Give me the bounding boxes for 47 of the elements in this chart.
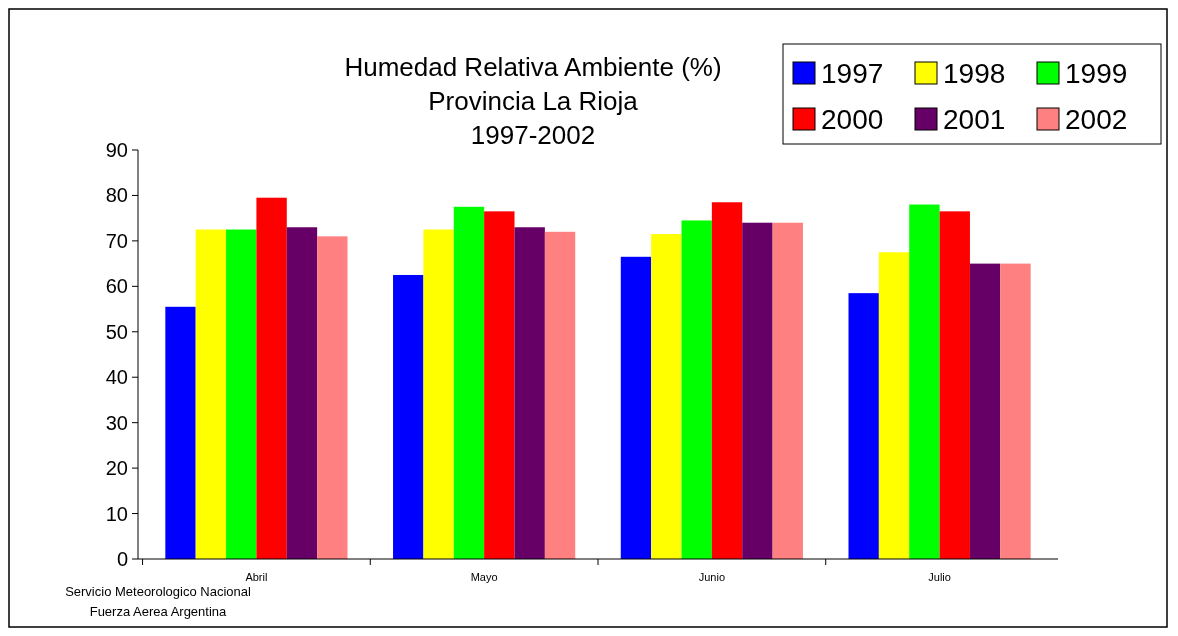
y-tick-label: 0 — [116, 548, 128, 570]
bar — [711, 202, 743, 559]
bar — [620, 256, 652, 559]
y-tick-label: 20 — [105, 457, 128, 480]
legend-label: 1997 — [821, 57, 884, 89]
legend-label: 2002 — [1065, 103, 1128, 135]
bar — [165, 306, 196, 559]
bar — [393, 274, 424, 559]
legend-label: 2000 — [821, 103, 884, 135]
bar — [544, 231, 576, 559]
y-tick-label: 40 — [105, 366, 128, 389]
bar — [1000, 263, 1031, 559]
bar — [226, 229, 257, 559]
bar — [909, 204, 940, 559]
text: Servicio Meteorologico Nacional — [65, 584, 251, 599]
bar — [969, 263, 1001, 559]
y-tick-label: 50 — [105, 320, 128, 343]
bar — [878, 252, 910, 559]
chart-title: Humedad Relativa Ambiente (%) Provincia La Rioja 1997-2002 — [344, 52, 722, 150]
x-tick-label: Abril — [245, 571, 268, 583]
y-tick-label: 60 — [105, 275, 128, 298]
text: Fuerza Aerea Argentina — [89, 604, 228, 619]
bar — [939, 211, 970, 559]
legend-label: 1998 — [943, 57, 1006, 89]
bar — [681, 220, 712, 559]
bar — [317, 236, 348, 559]
bar — [514, 227, 545, 559]
bar — [484, 211, 515, 559]
bar — [772, 222, 803, 559]
x-tick-label: Junio — [698, 571, 726, 583]
legend-label: 2001 — [943, 103, 1006, 135]
y-tick-label: 10 — [105, 502, 128, 525]
bar — [742, 222, 773, 559]
y-tick-label: 80 — [105, 184, 128, 207]
bar — [651, 234, 682, 559]
y-tick-label: 90 — [105, 139, 128, 161]
y-tick-label: 30 — [105, 411, 128, 434]
bar — [286, 227, 318, 559]
legend-label: 1999 — [1065, 57, 1128, 89]
x-tick-label: Mayo — [470, 571, 498, 583]
y-tick-label: 70 — [105, 229, 128, 252]
bar — [195, 229, 227, 559]
x-tick-label: Julio — [928, 571, 951, 583]
bar — [848, 293, 879, 559]
bar — [453, 206, 485, 559]
bar — [423, 229, 454, 559]
bar — [256, 197, 287, 559]
